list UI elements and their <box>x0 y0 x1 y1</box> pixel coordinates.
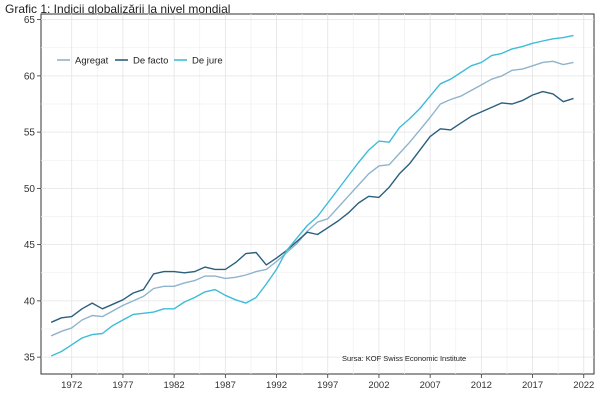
gridlines <box>41 14 594 374</box>
legend: Agregat De facto De jure <box>57 56 223 67</box>
y-tick-label: 50 <box>24 184 36 195</box>
series-line-de-facto <box>50 90 574 323</box>
x-tick-label: 2017 <box>522 380 543 391</box>
y-tick-label: 45 <box>24 240 36 251</box>
y-tick-label: 60 <box>24 71 36 82</box>
legend-label-de-facto: De facto <box>133 56 168 67</box>
source-note: Sursa: KOF Swiss Economic Institute <box>342 354 466 363</box>
x-tick-label: 1992 <box>266 380 287 391</box>
x-tick-label: 1972 <box>61 380 82 391</box>
y-tick-label: 55 <box>24 128 36 139</box>
x-tick-label: 2022 <box>573 380 594 391</box>
y-axis: 35 40 45 50 55 60 65 <box>24 15 41 364</box>
x-tick-label: 1977 <box>112 380 133 391</box>
series-lines <box>50 34 574 357</box>
legend-label-de-jure: De jure <box>192 56 223 67</box>
x-tick-label: 1987 <box>215 380 236 391</box>
chart-title: Grafic 1: Indicii globalizării la nivel … <box>5 2 231 16</box>
legend-label-agregat: Agregat <box>75 56 109 67</box>
series-line-agregat <box>50 60 574 337</box>
x-tick-label: 1997 <box>317 380 338 391</box>
y-tick-label: 35 <box>24 353 36 364</box>
x-tick-label: 2002 <box>368 380 389 391</box>
series-line-de-jure <box>50 34 574 357</box>
x-tick-label: 1982 <box>164 380 185 391</box>
y-tick-label: 40 <box>24 296 36 307</box>
y-tick-label: 65 <box>24 15 36 26</box>
x-axis: 1972 1977 1982 1987 1992 1997 2002 2007 2012 2017… <box>61 374 594 391</box>
x-tick-label: 2007 <box>420 380 441 391</box>
x-tick-label: 2012 <box>471 380 492 391</box>
